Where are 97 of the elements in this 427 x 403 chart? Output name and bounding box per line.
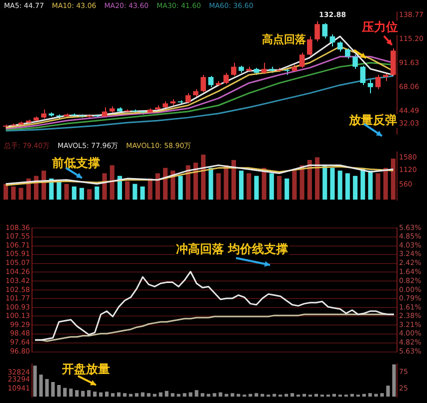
- candlestick: [360, 65, 366, 86]
- annotation: 放量反弹: [348, 113, 397, 128]
- bar: [170, 393, 174, 397]
- bar: [75, 390, 79, 397]
- annotation: 前低支撑: [51, 156, 100, 170]
- bar: [246, 173, 252, 200]
- bar: [206, 394, 210, 397]
- bar: [39, 374, 43, 397]
- bar: [284, 178, 290, 200]
- bar: [182, 393, 186, 397]
- bar: [368, 170, 373, 200]
- candlestick: [223, 72, 229, 85]
- bar: [63, 388, 67, 397]
- bar: [125, 181, 130, 200]
- candlestick: [368, 78, 374, 94]
- bar: [307, 160, 312, 200]
- bar: [224, 394, 228, 397]
- candlestick: [306, 36, 312, 56]
- bar: [276, 176, 282, 200]
- bar: [122, 393, 127, 397]
- bar: [352, 176, 358, 200]
- annotation: 压力位: [361, 20, 398, 34]
- bar: [87, 390, 91, 397]
- bar: [322, 165, 328, 200]
- bar: [386, 386, 390, 397]
- bar: [155, 173, 160, 200]
- bar: [163, 168, 168, 200]
- bar: [178, 176, 183, 200]
- bar: [93, 392, 97, 397]
- bar: [94, 186, 100, 200]
- bar: [290, 393, 294, 397]
- bar: [134, 393, 139, 397]
- candlestick: [314, 20, 320, 42]
- bar: [57, 384, 61, 397]
- bar: [56, 181, 62, 200]
- bar: [292, 170, 297, 200]
- candlestick: [185, 92, 191, 104]
- bar: [140, 186, 145, 200]
- bar: [148, 178, 152, 200]
- candlestick: [352, 54, 358, 70]
- candlestick: [344, 48, 350, 60]
- bar: [390, 158, 396, 200]
- bar: [330, 168, 335, 200]
- bar: [64, 184, 69, 200]
- bar: [338, 170, 342, 200]
- candlestick: [261, 62, 267, 74]
- bar: [11, 186, 16, 200]
- candlestick: [41, 108, 46, 120]
- bar: [239, 170, 244, 200]
- bar: [72, 186, 76, 200]
- bar: [110, 393, 115, 397]
- annotation: 开盘放量: [61, 362, 110, 376]
- candlestick: [208, 75, 214, 88]
- candlestick: [330, 34, 336, 48]
- bar: [201, 154, 206, 200]
- bar: [380, 393, 384, 397]
- bar: [231, 160, 236, 200]
- bar: [110, 165, 114, 200]
- annotation: 冲高回落 均价线支撑: [176, 242, 288, 256]
- bar: [383, 168, 388, 200]
- bar: [230, 393, 234, 397]
- bar: [368, 393, 372, 397]
- candlestick: [375, 74, 381, 90]
- bar: [193, 162, 198, 200]
- bar: [33, 366, 37, 397]
- bar: [146, 393, 150, 397]
- bar: [4, 184, 8, 200]
- bar: [194, 390, 198, 397]
- candlestick: [200, 74, 206, 93]
- bar: [376, 173, 380, 200]
- bar: [164, 390, 168, 397]
- bar: [208, 168, 214, 200]
- bar: [200, 393, 204, 397]
- bar: [392, 364, 396, 397]
- annotation: 高点回落: [262, 32, 307, 46]
- bar: [218, 392, 222, 397]
- bar: [314, 157, 320, 200]
- bar: [87, 189, 92, 200]
- bar: [132, 184, 138, 200]
- candlestick: [299, 52, 305, 68]
- bar: [45, 379, 49, 397]
- bar: [51, 382, 55, 397]
- bar: [254, 393, 258, 397]
- bar: [79, 188, 84, 200]
- candlestick: [337, 40, 343, 52]
- bar: [18, 188, 24, 200]
- bar: [212, 393, 216, 397]
- bar: [69, 388, 73, 397]
- bar: [105, 392, 109, 397]
- candlestick: [231, 62, 236, 76]
- bar: [102, 173, 107, 200]
- bar: [345, 173, 350, 200]
- bar: [269, 173, 274, 200]
- bar: [254, 176, 259, 200]
- bar: [81, 390, 85, 397]
- candlestick: [322, 22, 328, 39]
- bar: [216, 173, 221, 200]
